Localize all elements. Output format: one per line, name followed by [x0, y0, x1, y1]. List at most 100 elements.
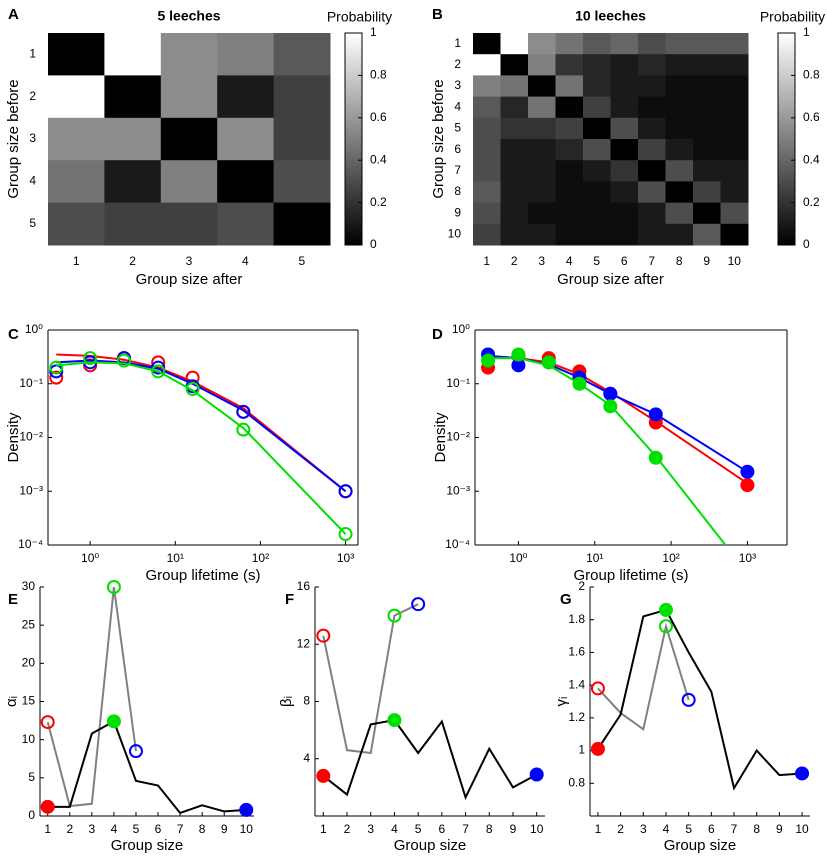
heat-cell	[160, 33, 218, 76]
heat-cell	[48, 75, 105, 119]
series-line	[322, 719, 538, 801]
y-tick-label: 10⁻¹	[19, 376, 43, 390]
marker	[106, 580, 121, 594]
heat-cell	[500, 33, 529, 55]
chart-title: 10 leeches	[575, 8, 646, 24]
x-tick-label: 5	[685, 822, 692, 836]
x-tick-label: 7	[731, 822, 738, 836]
x-tick-label: 4	[242, 254, 249, 268]
heat-cell	[610, 33, 639, 55]
marker	[117, 353, 132, 368]
marker	[740, 478, 755, 493]
heat-cell	[217, 160, 275, 204]
y-tick-label: 2	[454, 57, 461, 71]
colorbar-tick-label: 0.4	[370, 152, 387, 166]
y-tick-label: 1	[578, 743, 585, 757]
heat-cell	[528, 33, 556, 55]
heat-cell	[638, 139, 666, 161]
heat-cell	[473, 54, 501, 76]
heat-cell	[610, 202, 639, 225]
x-tick-label: 3	[89, 822, 96, 836]
y-tick-label: 1.8	[568, 612, 585, 626]
y-tick-label: 10⁻¹	[446, 376, 470, 390]
y-tick-label: 2	[578, 579, 585, 593]
x-tick-label: 7	[462, 822, 469, 836]
y-tick-label: 10⁻⁴	[445, 537, 470, 551]
x-tick-label: 10⁰	[509, 551, 527, 565]
heat-cell	[473, 223, 501, 246]
x-tick-label: 5	[133, 822, 140, 836]
heat-cell	[528, 54, 556, 76]
x-axis-label: Group size	[664, 837, 737, 854]
marker	[481, 353, 496, 368]
heat-cell	[160, 160, 218, 204]
y-tick-label: 6	[454, 142, 461, 156]
heat-cell	[500, 75, 529, 98]
heat-cell	[693, 139, 721, 161]
marker	[40, 715, 55, 730]
heat-cell	[610, 54, 639, 76]
heat-cell	[528, 202, 556, 225]
x-tick-label: 8	[753, 822, 760, 836]
marker	[387, 608, 402, 623]
heat-cell	[273, 75, 331, 119]
heat-cell	[555, 202, 584, 225]
heat-cell	[610, 139, 639, 161]
colorbar-tick-label: 0.2	[370, 195, 387, 209]
y-tick-label: 8	[303, 694, 310, 708]
heat-cell	[693, 96, 721, 119]
heat-cell	[720, 223, 749, 246]
y-tick-label: 10⁻²	[19, 430, 43, 444]
heat-cell	[160, 202, 218, 246]
x-tick-label: 10	[530, 822, 544, 836]
x-tick-label: 8	[676, 254, 683, 268]
y-tick-label: 1.6	[568, 645, 585, 659]
y-tick-label: 0	[28, 808, 35, 822]
heat-cell	[693, 202, 721, 225]
x-axis-label: Group size	[111, 837, 184, 854]
colorbar-tick-label: 0.6	[803, 110, 820, 124]
marker	[411, 597, 426, 612]
y-tick-label: 25	[22, 617, 36, 631]
heat-cell	[720, 117, 749, 140]
series-line	[488, 357, 727, 545]
heat-cell	[500, 223, 529, 246]
heat-cell	[48, 160, 105, 204]
y-axis-label: βᵢ	[278, 696, 295, 707]
heat-cell	[638, 33, 666, 55]
heat-cell	[665, 33, 694, 55]
heat-cell	[273, 202, 331, 246]
heat-cell	[583, 139, 611, 161]
heat-cell	[217, 202, 275, 246]
x-tick-label: 5	[415, 822, 422, 836]
x-tick-label: 6	[155, 822, 162, 836]
heat-cell	[665, 139, 694, 161]
series-line	[56, 361, 347, 535]
heat-cell	[720, 54, 749, 76]
heat-cell	[638, 160, 666, 182]
y-tick-label: 3	[29, 131, 36, 145]
marker	[603, 386, 618, 401]
x-tick-label: 3	[367, 822, 374, 836]
heat-cell	[665, 160, 694, 182]
y-axis-label: γᵢ	[553, 697, 570, 707]
y-tick-label: 8	[454, 184, 461, 198]
series-line	[322, 603, 419, 755]
colorbar	[344, 32, 363, 246]
heat-cell	[555, 54, 584, 76]
x-tick-label: 10³	[337, 551, 354, 565]
y-tick-label: 12	[297, 636, 311, 650]
y-tick-label: 1.2	[568, 710, 585, 724]
heat-cell	[720, 139, 749, 161]
x-tick-label: 8	[486, 822, 493, 836]
marker	[590, 681, 605, 696]
heat-cell	[555, 117, 584, 140]
x-tick-label: 1	[320, 822, 327, 836]
heat-cell	[555, 96, 584, 119]
colorbar-tick-label: 0.8	[370, 68, 387, 82]
x-tick-label: 1	[73, 254, 80, 268]
marker	[49, 364, 64, 379]
heat-cell	[583, 75, 611, 98]
marker	[740, 464, 755, 479]
panel-label: F	[285, 591, 294, 608]
